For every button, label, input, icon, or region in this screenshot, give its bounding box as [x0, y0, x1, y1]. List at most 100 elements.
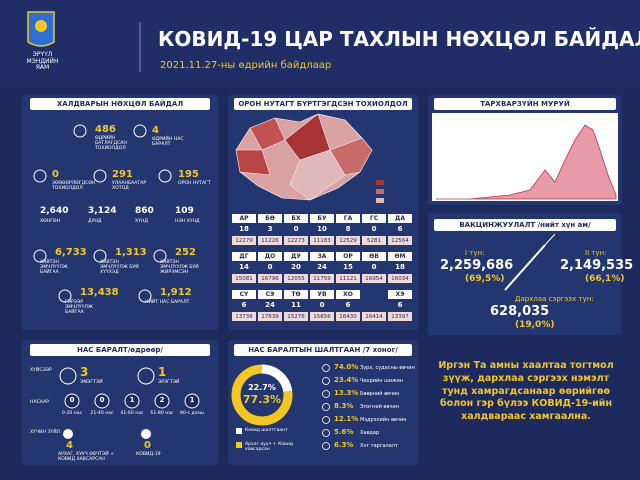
treatment-label: ХЭВТЭН ЭМЧЛҮҮЛЖ БУЙ ХҮҮХЭД: [100, 260, 139, 276]
stat-value: 486: [95, 124, 116, 135]
cause-label: Хавдар: [360, 429, 380, 436]
stat-label: ӨДРИЙН БАТЛАГДСАН ТОХИОЛДОЛ: [95, 136, 127, 152]
region-total: 15656: [313, 313, 331, 320]
map-legend-swatch: [376, 189, 384, 194]
treatment-value: 1,313: [115, 247, 147, 258]
death-age-value: 2: [159, 396, 165, 404]
region-daily: 3: [267, 225, 273, 233]
map: [235, 113, 384, 203]
table-total-cell: [310, 312, 334, 321]
region-total: 16954: [365, 275, 383, 282]
death-age-value: 0: [99, 396, 105, 404]
dose-share: (19,0%): [515, 320, 555, 330]
region-code: ДО: [264, 252, 276, 260]
death-age-label: 61-80 нас: [150, 411, 174, 416]
region-total: 12529: [339, 237, 357, 244]
donut-segment: [231, 364, 293, 426]
region-daily: 6: [397, 301, 403, 309]
death-age-value: 1: [129, 396, 135, 404]
icon: [33, 169, 47, 183]
region-daily: 18: [395, 263, 405, 271]
map-region: [289, 149, 346, 201]
death-factor-label: АРХАГ, ХУУЧ ӨВЧТЭЙ + КОВИД ХАВСАРСАН: [58, 452, 114, 463]
region-total: 5281: [367, 237, 381, 244]
region-total: 16034: [391, 275, 409, 282]
cause-icon: [322, 429, 330, 437]
age-circle: [124, 393, 140, 409]
panel-title: ХАЛДВАРЫН НӨХЦӨЛ БАЙДАЛ: [56, 99, 184, 108]
region-code: УВ: [317, 290, 327, 298]
region-daily: 0: [371, 263, 377, 271]
syringe-body: [504, 244, 546, 291]
region-total: 16430: [339, 313, 357, 320]
region-code: ХО: [343, 290, 353, 298]
icon: [138, 289, 152, 303]
region-total: 15276: [287, 313, 305, 320]
region-total: 12055: [287, 275, 305, 282]
region-total: 12273: [287, 237, 305, 244]
region-daily: 10: [317, 225, 327, 233]
emblem-symbol: [35, 20, 47, 32]
table-total-cell: [258, 312, 282, 321]
legend-label: Ковид шалтгаант: [245, 428, 288, 433]
table-total-cell: [258, 274, 282, 283]
region-code: ЗА: [317, 252, 327, 260]
treatment-label: НИЙТ НАС БАРАЛТ: [145, 300, 190, 305]
dose-share: (66,1%): [585, 274, 625, 284]
region-code: БУ: [317, 214, 327, 222]
treatment-label: ХЭВТЭН ЭМЧЛҮҮЛЖ БУЙ ЖИРЭМСЭН: [160, 260, 199, 276]
region-total: 11121: [339, 275, 357, 282]
cause-label: Хэт таргалалт: [360, 442, 398, 449]
cause-icon: [322, 403, 330, 411]
table-total-cell: [362, 236, 386, 245]
stat-value: 4: [152, 125, 159, 136]
treatment-label: ГЭРЭЭР ЭМЧЛҮҮЛЖ БАЙГАА: [65, 300, 93, 316]
virus-icon: [141, 429, 151, 439]
region-code: ХЭ: [395, 290, 405, 298]
death-age-label: 41-60 нас: [120, 411, 144, 416]
table-header-cell: [388, 214, 412, 223]
region-total: 11226: [261, 237, 279, 244]
table-total-cell: [336, 274, 360, 283]
table-total-cell: [362, 274, 386, 283]
dose-label: I тун:: [465, 249, 485, 257]
dose-value: 628,035: [490, 304, 550, 319]
region-code: ДУ: [291, 252, 301, 260]
severity-value: 3,124: [88, 206, 117, 216]
cause-value: 8.3%: [334, 402, 354, 410]
table-total-cell: [232, 236, 256, 245]
dose-share: (69,5%): [465, 274, 505, 284]
stat-value: 291: [112, 169, 133, 180]
icon: [33, 249, 47, 263]
panel-header: [30, 344, 210, 356]
table-header-cell: [388, 290, 412, 299]
region-code: АР: [239, 214, 249, 222]
table-header-cell: [284, 214, 308, 223]
table-header-cell: [362, 252, 386, 261]
table-header-cell: [258, 252, 282, 261]
table-total-cell: [232, 312, 256, 321]
table-total-cell: [310, 236, 334, 245]
region-code: ОР: [343, 252, 353, 260]
panel: [22, 95, 218, 330]
region-total: 16796: [261, 275, 279, 282]
severity-label: НЭН ХҮНД: [175, 219, 200, 224]
icon: [58, 289, 72, 303]
cause-value: 74.0%: [334, 363, 359, 371]
message: Иргэн Та амны хаалтаа тогтмол зүүж, дарх…: [438, 360, 614, 423]
icon: [137, 367, 155, 385]
death-age-value: 0: [69, 396, 75, 404]
region-code: ТӨ: [291, 290, 301, 298]
table-header-cell: [336, 290, 360, 299]
region-code: СҮ: [239, 290, 249, 298]
region-daily: 15: [343, 263, 353, 271]
dose-value: 2,259,686: [440, 258, 514, 273]
cause-label: Бөөрний өвчин: [360, 390, 400, 397]
table-header-cell: [258, 214, 282, 223]
syringe-needle: [544, 233, 556, 246]
map-legend-swatch: [376, 180, 384, 185]
death-sex-label: ЭРЭГТЭЙ: [158, 380, 180, 385]
region-code: ГС: [369, 214, 379, 222]
table-header-cell: [310, 290, 334, 299]
death-factor-label: КОВИД-19: [136, 452, 161, 457]
